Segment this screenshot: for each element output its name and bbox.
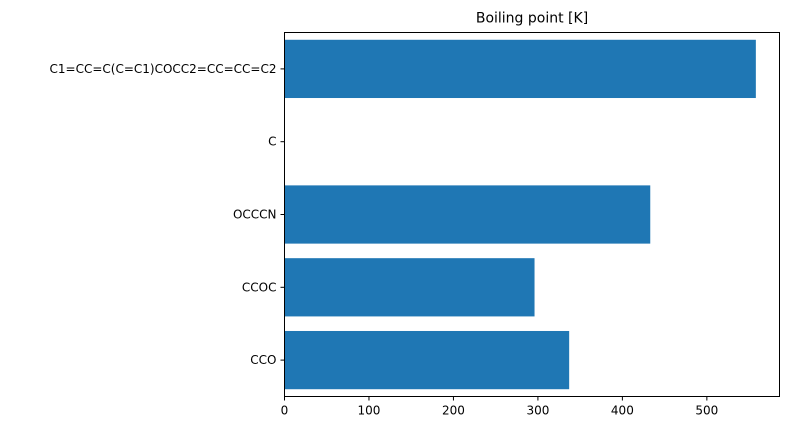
x-axis: 0 100 200 300 400 500 [281, 396, 718, 418]
x-tick-label: 500 [695, 404, 718, 418]
x-tick-label: 400 [611, 404, 634, 418]
x-tick-label: 100 [358, 404, 381, 418]
chart-title: Boiling point [K] [476, 11, 588, 27]
bar-1 [284, 258, 535, 317]
y-tick-label: CCOC [242, 280, 277, 294]
y-tick-label: OCCCN [233, 208, 277, 222]
y-tick-label: CCO [250, 353, 276, 367]
y-axis: CCO CCOC OCCCN C C1=CC=C(C=C1)COCC2=CC=CC=C2 [50, 62, 285, 367]
y-tick-label: C1=CC=C(C=C1)COCC2=CC=CC=C2 [50, 62, 277, 76]
x-tick-label: 200 [442, 404, 465, 418]
bar-0 [284, 330, 570, 390]
x-tick-label: 300 [526, 404, 549, 418]
bar-4 [284, 39, 756, 99]
y-tick-label: C [268, 135, 276, 149]
x-tick-label: 0 [281, 404, 289, 418]
bars-group [284, 39, 756, 390]
bar-2 [284, 185, 651, 244]
